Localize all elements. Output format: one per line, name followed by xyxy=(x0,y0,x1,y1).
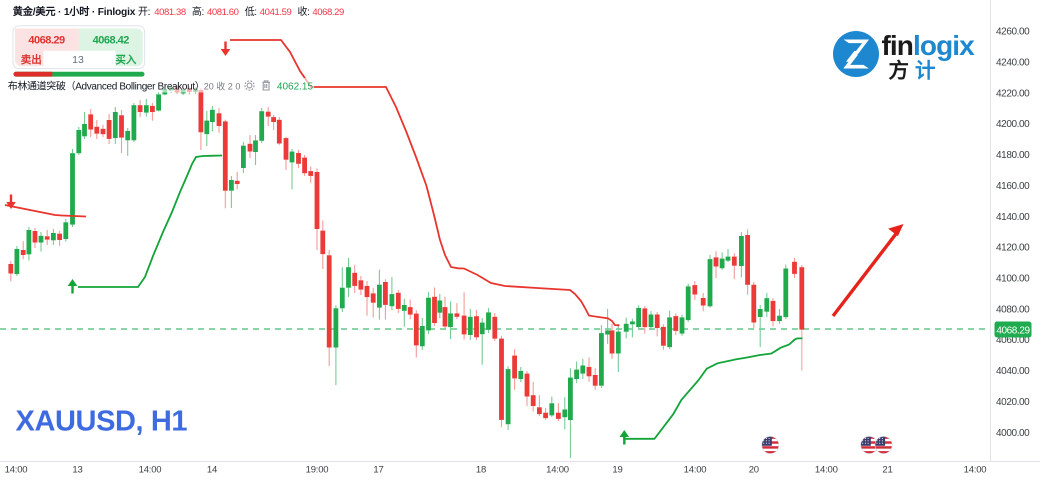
svg-text:4068.29: 4068.29 xyxy=(28,35,65,47)
svg-text:黄金/美元 · 1小时 · Finlogix: 黄金/美元 · 1小时 · Finlogix xyxy=(13,5,136,18)
svg-text:4060.00: 4060.00 xyxy=(996,335,1030,346)
svg-text:4081.38: 4081.38 xyxy=(154,7,186,18)
svg-text:4068.42: 4068.42 xyxy=(93,35,130,47)
svg-text:4260.00: 4260.00 xyxy=(996,27,1030,38)
svg-text:4180.00: 4180.00 xyxy=(996,150,1030,161)
svg-text:17: 17 xyxy=(373,464,383,475)
svg-text:4080.00: 4080.00 xyxy=(996,304,1030,315)
svg-text:高:: 高: xyxy=(192,5,204,18)
svg-text:21: 21 xyxy=(882,464,892,475)
svg-text:4068.29: 4068.29 xyxy=(996,325,1030,336)
svg-text:14:00: 14:00 xyxy=(139,464,162,475)
svg-text:4020.00: 4020.00 xyxy=(996,397,1030,408)
svg-text:4081.60: 4081.60 xyxy=(207,7,239,18)
svg-text:4220.00: 4220.00 xyxy=(996,88,1030,99)
svg-text:14:00: 14:00 xyxy=(5,464,28,475)
svg-text:4100.00: 4100.00 xyxy=(996,274,1030,285)
svg-text:4068.29: 4068.29 xyxy=(312,7,344,18)
svg-text:4000.00: 4000.00 xyxy=(996,428,1030,439)
svg-text:4040.00: 4040.00 xyxy=(996,366,1030,377)
svg-text:18: 18 xyxy=(476,464,486,475)
svg-text:4140.00: 4140.00 xyxy=(996,212,1030,223)
svg-text:买入: 买入 xyxy=(115,54,136,66)
svg-text:14: 14 xyxy=(207,464,217,475)
svg-text:低:: 低: xyxy=(245,5,257,18)
svg-text:19:00: 19:00 xyxy=(306,464,329,475)
svg-text:卖出: 卖出 xyxy=(21,53,42,66)
svg-text:20 收 2 0: 20 收 2 0 xyxy=(204,81,241,92)
svg-text:14:00: 14:00 xyxy=(815,464,838,475)
svg-text:4200.00: 4200.00 xyxy=(996,119,1030,130)
svg-text:开:: 开: xyxy=(138,7,150,18)
svg-text:4041.59: 4041.59 xyxy=(260,7,292,18)
svg-text:14:00: 14:00 xyxy=(964,464,987,475)
svg-text:finlogix: finlogix xyxy=(882,30,976,61)
svg-text:19: 19 xyxy=(612,464,622,475)
svg-text:4160.00: 4160.00 xyxy=(996,181,1030,192)
svg-text:4120.00: 4120.00 xyxy=(996,243,1030,254)
svg-text:4240.00: 4240.00 xyxy=(996,58,1030,69)
svg-text:13: 13 xyxy=(72,464,82,475)
svg-text:收:: 收: xyxy=(298,5,310,18)
svg-text:方: 方 xyxy=(889,59,910,83)
svg-text:布林通道突破（Advanced Bollinger Brea: 布林通道突破（Advanced Bollinger Breakout） xyxy=(8,80,205,93)
svg-text:13: 13 xyxy=(72,54,84,66)
svg-text:XAUUSD, H1: XAUUSD, H1 xyxy=(16,406,188,438)
svg-text:14:00: 14:00 xyxy=(684,464,707,475)
svg-text:计: 计 xyxy=(915,60,936,83)
svg-text:20: 20 xyxy=(749,464,759,475)
svg-text:14:00: 14:00 xyxy=(546,464,569,475)
svg-text:4062.15: 4062.15 xyxy=(277,82,314,93)
